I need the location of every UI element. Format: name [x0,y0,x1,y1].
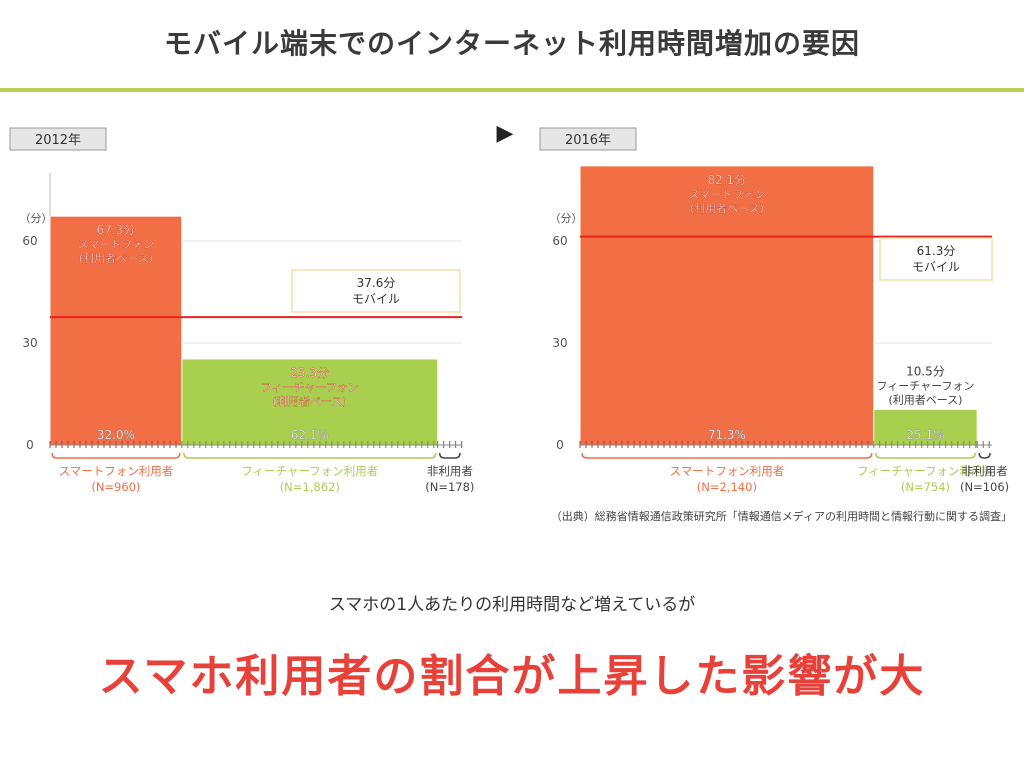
y-unit-label: （分） [550,212,583,225]
group-bracket [183,452,437,459]
y-tick-label: 30 [552,336,567,350]
group-label: フィーチャーフォン利用者 [857,464,994,478]
bar-value-label: 25.3分 [290,366,329,380]
bar-feature_phone [181,358,439,446]
y-tick-label: 30 [22,336,37,350]
mobile-average-value: 61.3分 [917,244,956,258]
panel-label-box [539,127,637,151]
group-bracket [875,452,976,459]
mobile-average-label: モバイル [912,260,960,274]
bar-type-label: スマートフォン [689,188,766,201]
mobile-average-box [879,237,993,281]
group-bracket [581,452,873,459]
group-n-label: (N=178) [425,480,474,494]
source-note: （出典）総務省情報通信政策研究所「情報通信メディアの利用時間と情報行動に関する調… [551,509,1012,523]
bar-share-label: 62.1% [291,428,329,442]
group-bracket [978,452,991,459]
bar-basis-label: (利用者ベース) [888,393,962,406]
caption-text: スマホの1人あたりの利用時間など増えているが [328,595,696,615]
mobile-average-box [291,269,461,313]
bar-type-label: フィーチャーフォン [261,381,359,394]
bar-share-label: 71.3% [708,428,746,442]
next-arrow-icon: ▶ [497,121,514,146]
bar-basis-label: (利用者ベース) [690,202,764,215]
group-label: 非利用者 [427,464,473,478]
group-bracket [51,452,181,459]
panel-label: 2016年 [565,133,611,148]
bar-basis-label: (利用者ベース) [273,395,347,408]
group-label: スマートフォン利用者 [670,464,785,478]
y-unit-label: （分） [20,212,53,225]
chart-canvas: ▶2012年（分）0306067.3分スマートフォン(利用者ベース)32.0%2… [9,121,1012,523]
group-n-label: (N=106) [960,480,1009,494]
group-label: スマートフォン利用者 [59,464,174,478]
y-tick-label: 0 [556,438,564,452]
bar-share-label: 32.0% [97,428,135,442]
slide-title: モバイル端末でのインターネット利用時間増加の要因 [163,27,860,60]
title-divider [0,88,1024,92]
group-n-label: (N=754) [901,480,950,494]
bar-feature_phone [873,408,978,446]
bar-share-label: 25.1% [906,428,944,442]
bar-value-label: 67.3分 [97,223,136,237]
y-tick-label: 60 [552,234,567,248]
bar-basis-label: (利用者ベース) [79,252,153,265]
group-n-label: (N=960) [91,480,140,494]
y-tick-label: 0 [26,438,34,452]
group-label: フィーチャーフォン利用者 [241,464,378,478]
bar-value-label: 82.1分 [708,173,747,187]
bar-type-label: スマートフォン [78,238,155,251]
group-n-label: (N=1,862) [280,480,340,494]
group-n-label: (N=2,140) [697,480,757,494]
group-label: 非利用者 [962,464,1008,478]
bar-type-label: フィーチャーフォン [876,379,974,392]
panel-label-box [9,127,107,151]
chart-figure: ▶ 2012年 （分） 0 30 60 67.3分 スマートフォン (利用者ベース) 32.0% 2… [0,108,1024,533]
bar-value-label: 10.5分 [906,364,945,378]
panel-label: 2012年 [35,133,81,148]
group-bracket [438,452,461,459]
mobile-average-label: モバイル [352,292,400,306]
y-tick-label: 60 [22,234,37,248]
mobile-average-value: 37.6分 [357,276,396,290]
headline-text: スマホ利用者の割合が上昇した影響が大 [98,651,926,702]
